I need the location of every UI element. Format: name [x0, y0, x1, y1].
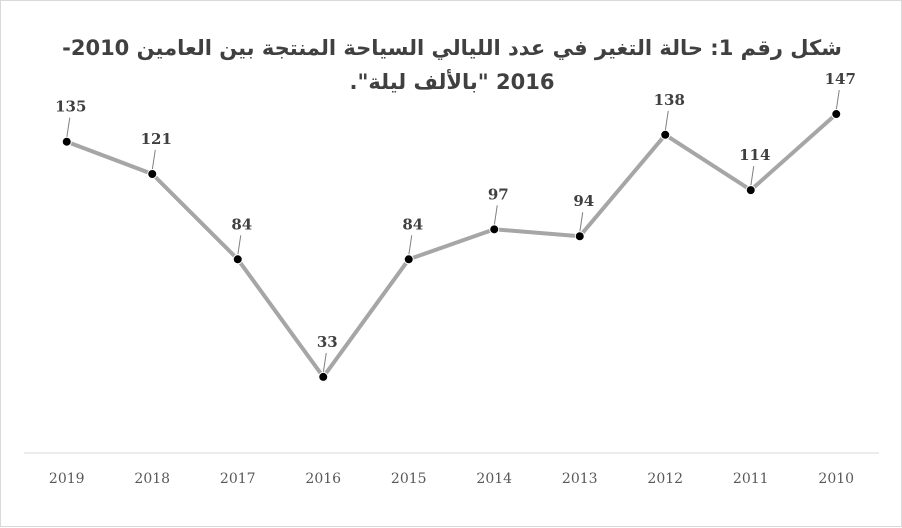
- data-point: [61, 136, 72, 147]
- data-label-leader: [408, 235, 413, 256]
- data-label-leader: [750, 166, 755, 187]
- data-label: 94: [573, 192, 594, 210]
- data-label-leader: [322, 352, 327, 373]
- x-tick-label: 2010: [818, 471, 854, 487]
- data-label-leader: [579, 212, 584, 233]
- data-point: [489, 224, 500, 235]
- data-label: 147: [825, 70, 856, 88]
- data-point: [318, 371, 329, 382]
- series-line: [64, 112, 839, 379]
- x-tick-label: 2013: [562, 471, 598, 487]
- data-label-leader: [493, 205, 498, 226]
- x-tick-label: 2018: [134, 471, 170, 487]
- x-tick-label: 2015: [391, 471, 427, 487]
- data-label-leader: [835, 89, 840, 111]
- data-point: [574, 231, 585, 242]
- x-tick-label: 2011: [733, 471, 769, 487]
- x-tick-label: 2017: [220, 471, 256, 487]
- data-label: 84: [402, 215, 423, 233]
- data-label: 84: [231, 215, 252, 233]
- data-label: 121: [141, 130, 172, 148]
- data-label-leader: [66, 117, 71, 138]
- x-tick-label: 2012: [647, 471, 683, 487]
- data-label-leader: [151, 149, 156, 171]
- data-label-leader: [237, 235, 242, 256]
- data-point: [403, 254, 414, 265]
- data-label: 114: [739, 146, 770, 164]
- data-label: 135: [55, 98, 86, 116]
- chart-title: شكل رقم 1: حالة التغير في عدد الليالي ال…: [62, 36, 842, 94]
- x-tick-label: 2014: [476, 471, 512, 487]
- data-label: 97: [488, 185, 509, 203]
- data-point: [745, 185, 756, 196]
- data-label: 138: [654, 91, 685, 109]
- data-point: [660, 129, 671, 140]
- data-point: [147, 168, 158, 179]
- data-label: 33: [317, 333, 338, 351]
- data-point: [232, 254, 243, 265]
- x-tick-label: 2019: [49, 471, 85, 487]
- data-point: [831, 109, 842, 120]
- data-label-leader: [664, 110, 669, 131]
- x-tick-label: 2016: [305, 471, 341, 487]
